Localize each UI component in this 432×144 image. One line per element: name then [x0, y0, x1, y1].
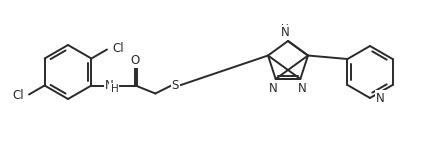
Text: N: N — [281, 26, 289, 39]
Text: S: S — [172, 79, 179, 92]
Text: Cl: Cl — [112, 42, 124, 55]
Text: Cl: Cl — [13, 89, 24, 102]
Text: H: H — [111, 85, 118, 94]
Text: N: N — [105, 79, 114, 92]
Text: N: N — [298, 82, 307, 95]
Text: N: N — [269, 82, 278, 95]
Text: H: H — [281, 24, 289, 34]
Text: O: O — [131, 54, 140, 67]
Text: N: N — [376, 91, 385, 105]
